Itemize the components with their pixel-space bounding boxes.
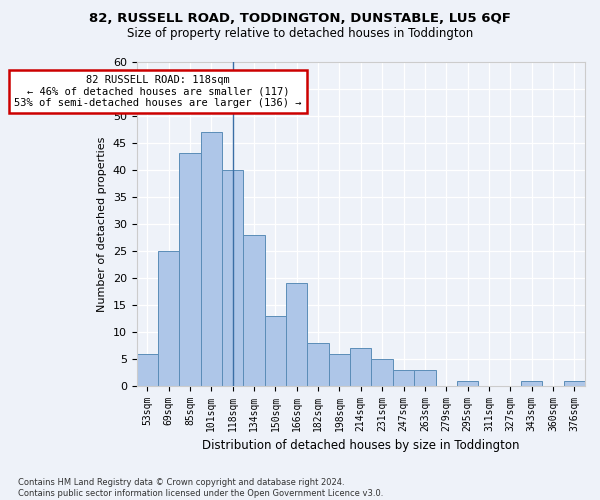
- Bar: [286, 284, 307, 386]
- Bar: [222, 170, 244, 386]
- Bar: [329, 354, 350, 386]
- Bar: [414, 370, 436, 386]
- Bar: [265, 316, 286, 386]
- Bar: [563, 381, 585, 386]
- X-axis label: Distribution of detached houses by size in Toddington: Distribution of detached houses by size …: [202, 440, 520, 452]
- Bar: [200, 132, 222, 386]
- Bar: [179, 154, 200, 386]
- Bar: [521, 381, 542, 386]
- Bar: [457, 381, 478, 386]
- Text: Size of property relative to detached houses in Toddington: Size of property relative to detached ho…: [127, 28, 473, 40]
- Text: 82, RUSSELL ROAD, TODDINGTON, DUNSTABLE, LU5 6QF: 82, RUSSELL ROAD, TODDINGTON, DUNSTABLE,…: [89, 12, 511, 26]
- Text: Contains HM Land Registry data © Crown copyright and database right 2024.
Contai: Contains HM Land Registry data © Crown c…: [18, 478, 383, 498]
- Bar: [393, 370, 414, 386]
- Bar: [371, 359, 393, 386]
- Bar: [158, 251, 179, 386]
- Bar: [307, 343, 329, 386]
- Bar: [350, 348, 371, 386]
- Y-axis label: Number of detached properties: Number of detached properties: [97, 136, 107, 312]
- Text: 82 RUSSELL ROAD: 118sqm
← 46% of detached houses are smaller (117)
53% of semi-d: 82 RUSSELL ROAD: 118sqm ← 46% of detache…: [14, 75, 302, 108]
- Bar: [244, 234, 265, 386]
- Bar: [137, 354, 158, 386]
